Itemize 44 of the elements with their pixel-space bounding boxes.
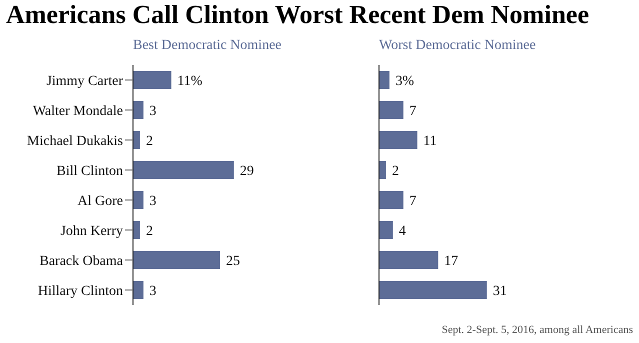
y-tick-label: Hillary Clinton <box>38 284 123 299</box>
bar <box>379 191 404 209</box>
text: Americans Call Clinton Worst Recent Dem Nominee <box>6 0 589 30</box>
bar <box>379 101 404 119</box>
data-label: 17 <box>444 254 458 269</box>
data-label: 29 <box>240 164 254 179</box>
data-label: 7 <box>409 104 416 119</box>
bar <box>379 161 386 179</box>
y-tick-label: Bill Clinton <box>56 164 123 179</box>
data-label: 31 <box>492 284 507 299</box>
bar <box>132 191 144 209</box>
bar <box>132 250 220 269</box>
bar <box>379 221 393 239</box>
bar <box>132 131 140 149</box>
data-label: 3% <box>395 74 414 89</box>
bar <box>379 131 418 149</box>
data-label: 3 <box>149 284 156 299</box>
bar <box>132 221 140 239</box>
data-label: 2 <box>146 134 153 149</box>
data-label: 2 <box>392 164 399 179</box>
data-label: 11% <box>177 74 203 89</box>
bar <box>379 251 438 269</box>
data-label: 4 <box>398 224 406 239</box>
bar <box>379 71 390 90</box>
y-tick-label: Walter Mondale <box>32 104 123 119</box>
chart-subtitle: Worst Democratic Nominee <box>379 38 537 55</box>
data-label: 3 <box>149 104 156 119</box>
bar <box>132 280 144 299</box>
text: Sept. 2-Sept. 5, 2016, among all Americans <box>442 324 633 336</box>
data-label: 7 <box>409 194 416 209</box>
bar <box>132 71 172 90</box>
y-tick-label: Michael Dukakis <box>27 134 123 149</box>
y-tick-label: John Kerry <box>60 224 123 239</box>
bar <box>132 161 234 179</box>
data-label: 11 <box>423 134 437 149</box>
data-label: 3 <box>149 194 156 209</box>
y-tick-label: Al Gore <box>78 194 123 209</box>
y-tick-label: Jimmy Carter <box>46 74 124 89</box>
data-label: 25 <box>226 254 240 269</box>
bar <box>379 280 487 299</box>
bar <box>132 101 144 120</box>
y-tick-label: Barack Obama <box>40 254 124 269</box>
chart-subtitle: Best Democratic Nominee <box>133 38 283 55</box>
data-label: 2 <box>146 224 153 239</box>
